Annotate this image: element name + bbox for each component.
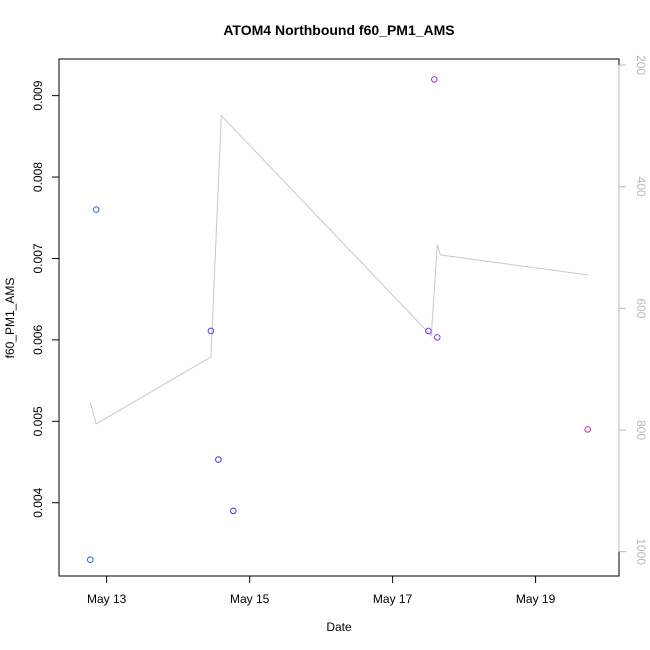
x-axis: May 13 May 15 May 17 May 19 [87,575,556,606]
data-point [207,327,215,335]
data-point [584,426,592,433]
right-y-tick-label: 1000 [634,538,648,565]
data-point [425,327,432,335]
y-tick-label: 0.007 [31,243,45,273]
data-point [230,507,237,515]
y-tick-label: 0.006 [31,325,45,355]
data-point [92,206,100,213]
right-y-tick-label: 600 [634,298,648,318]
plot-frame [58,58,620,577]
y-tick-label: 0.008 [31,162,45,192]
scatter-points [87,76,592,564]
y-axis: 0.004 0.005 0.006 0.007 0.008 0.009 [31,80,60,518]
chart-title: ATOM4 Northbound f60_PM1_AMS [223,22,454,38]
right-y-tick-label: 400 [634,177,648,197]
data-point [87,556,94,564]
x-tick-label: May 17 [373,592,413,606]
y-tick-label: 0.005 [31,406,45,436]
data-point [215,456,222,463]
right-y-tick-label: 200 [634,55,648,75]
x-tick-label: May 13 [87,592,127,606]
x-axis-label: Date [326,620,352,634]
y-tick-label: 0.009 [31,80,45,110]
x-tick-label: May 15 [230,592,270,606]
y-axis-label: f60_PM1_AMS [3,278,17,359]
data-point [431,76,438,83]
right-axis-line-series [89,114,588,425]
y-tick-label: 0.004 [31,487,45,517]
right-y-tick-label: 800 [634,420,648,440]
x-tick-label: May 19 [516,592,556,606]
series-line [89,114,588,425]
right-y-axis: 200 400 600 800 1000 [618,55,648,565]
data-point [434,334,441,341]
